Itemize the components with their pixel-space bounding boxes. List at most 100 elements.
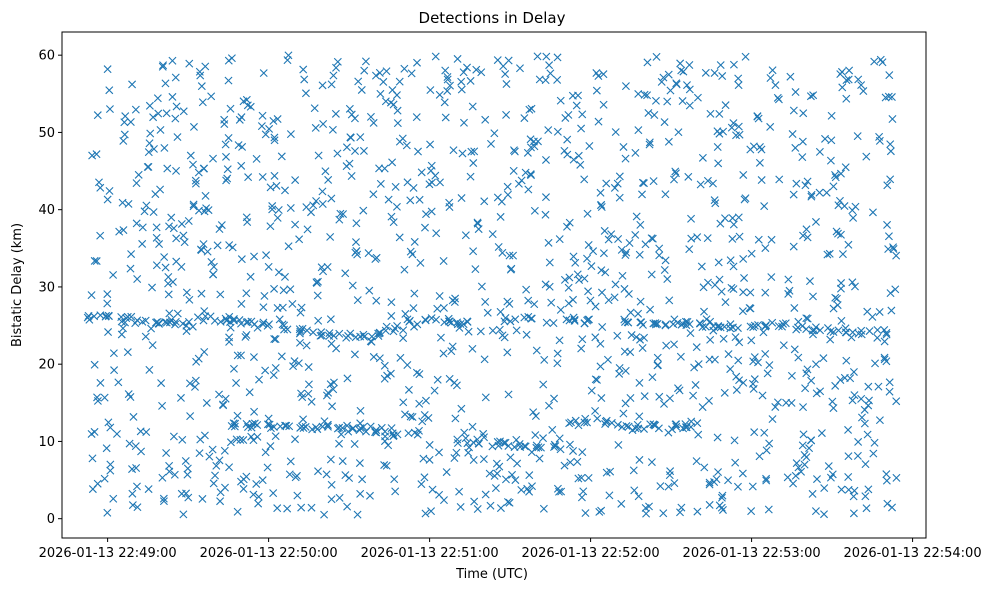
data-point: [565, 419, 574, 428]
data-point: [865, 396, 873, 405]
data-point: [592, 375, 601, 384]
y-tick-label: 30: [38, 280, 55, 295]
data-point: [506, 265, 515, 274]
data-point: [819, 354, 828, 363]
data-point: [304, 363, 313, 372]
data-point: [750, 353, 759, 362]
data-point: [649, 177, 658, 186]
data-point: [232, 379, 241, 387]
data-point: [811, 217, 820, 226]
data-point: [379, 77, 388, 86]
data-point: [421, 396, 430, 405]
data-point: [469, 438, 478, 447]
data-point: [327, 495, 336, 504]
data-point: [565, 316, 574, 325]
data-point: [803, 177, 812, 186]
data-point: [794, 463, 803, 472]
data-point: [689, 391, 698, 400]
data-point: [815, 188, 824, 197]
data-point: [229, 314, 238, 323]
data-point: [408, 413, 417, 421]
data-point: [274, 205, 283, 214]
data-point: [389, 218, 398, 227]
data-point: [671, 167, 680, 176]
data-point: [584, 287, 593, 296]
data-point: [271, 335, 280, 344]
data-point: [464, 448, 473, 457]
data-point: [659, 509, 668, 518]
data-point: [457, 404, 466, 413]
data-point: [624, 422, 633, 431]
data-point: [120, 130, 129, 139]
data-point: [503, 497, 512, 506]
data-point: [352, 219, 361, 228]
data-point: [375, 354, 384, 363]
data-point: [714, 159, 723, 168]
data-point: [286, 457, 295, 466]
data-point: [509, 251, 518, 260]
data-point: [836, 284, 845, 293]
data-point: [726, 256, 735, 265]
data-point: [151, 190, 160, 199]
data-point: [668, 425, 677, 434]
data-point: [273, 504, 282, 513]
data-point: [250, 419, 259, 428]
data-point: [310, 104, 319, 113]
data-point: [831, 171, 840, 180]
data-point: [524, 185, 533, 194]
data-point: [544, 126, 553, 135]
data-point: [273, 213, 282, 222]
data-point: [242, 289, 251, 298]
data-point: [172, 102, 181, 111]
data-point: [403, 315, 412, 324]
data-point: [700, 463, 709, 472]
data-point: [307, 397, 316, 406]
data-point: [685, 60, 694, 69]
data-point: [270, 136, 279, 145]
data-point: [90, 312, 99, 321]
data-point: [498, 331, 507, 340]
data-point: [829, 304, 838, 313]
data-point: [887, 93, 896, 102]
data-point: [857, 413, 866, 422]
data-point: [738, 469, 747, 478]
data-point: [834, 326, 843, 335]
data-point: [117, 317, 126, 326]
data-point: [207, 92, 216, 101]
data-point: [160, 143, 169, 152]
data-point: [407, 69, 416, 78]
data-point: [96, 183, 105, 192]
data-point: [456, 502, 465, 511]
data-point: [685, 85, 694, 94]
data-point: [326, 232, 335, 241]
data-point: [553, 359, 562, 368]
data-point: [265, 420, 274, 429]
data-point: [325, 329, 334, 338]
data-point: [648, 373, 657, 382]
data-point: [263, 463, 272, 472]
data-point: [553, 349, 562, 358]
y-tick-label: 40: [38, 203, 55, 218]
data-point: [164, 279, 173, 288]
data-point: [857, 330, 866, 339]
data-point: [459, 68, 468, 77]
data-point: [635, 378, 644, 387]
data-point: [371, 255, 380, 264]
data-point: [642, 509, 651, 518]
data-point: [173, 309, 182, 318]
data-point: [132, 219, 141, 228]
data-point: [384, 195, 393, 204]
data-point: [791, 88, 800, 97]
data-point: [739, 378, 748, 387]
data-point: [727, 283, 736, 292]
data-point: [468, 422, 477, 431]
data-point: [539, 434, 548, 443]
data-point: [717, 503, 726, 512]
data-point: [467, 147, 476, 156]
data-point: [453, 320, 462, 329]
data-point: [327, 339, 336, 348]
data-point: [762, 476, 771, 485]
data-point: [709, 322, 718, 331]
data-point: [358, 475, 367, 484]
